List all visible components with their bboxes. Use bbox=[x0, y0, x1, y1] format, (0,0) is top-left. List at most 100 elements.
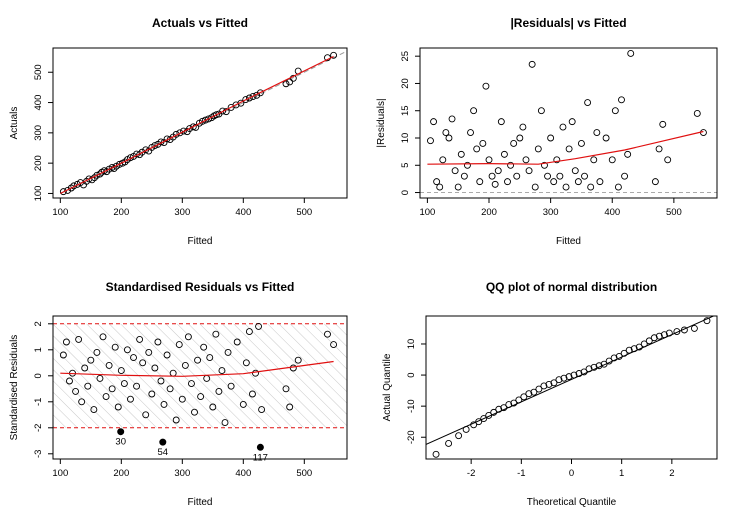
data-point bbox=[93, 348, 101, 356]
y-tick-label: 15 bbox=[400, 105, 411, 116]
panel-qq-plot: QQ plot of normal distribution Theoretica… bbox=[382, 280, 718, 508]
data-point bbox=[593, 129, 601, 136]
data-point bbox=[198, 117, 206, 125]
data-point bbox=[166, 385, 174, 393]
data-point bbox=[212, 330, 220, 338]
y-axis-label: |Residuals| bbox=[376, 98, 387, 147]
y-tick-label: 0 bbox=[406, 372, 417, 377]
x-tick-label: 100 bbox=[52, 468, 68, 479]
data-point bbox=[99, 333, 107, 341]
data-point bbox=[286, 403, 294, 411]
plot-area bbox=[420, 50, 717, 194]
data-point bbox=[587, 183, 595, 191]
data-point bbox=[227, 382, 235, 390]
panel-abs-residuals-vs-fitted: |Residuals| vs Fitted Fitted |Residuals| 10… bbox=[376, 16, 718, 247]
data-point bbox=[81, 364, 89, 372]
x-tick-label: 2 bbox=[669, 468, 674, 479]
data-point bbox=[550, 178, 558, 186]
data-point bbox=[64, 186, 72, 194]
data-point bbox=[630, 345, 638, 353]
chart-title: QQ plot of normal distribution bbox=[486, 280, 657, 294]
data-point bbox=[482, 82, 490, 90]
data-point bbox=[574, 178, 582, 186]
x-tick-label: 300 bbox=[174, 468, 190, 479]
data-point bbox=[522, 156, 530, 164]
data-point bbox=[575, 370, 583, 377]
plot-frame bbox=[52, 47, 348, 199]
data-point bbox=[96, 374, 104, 382]
x-tick-label: 500 bbox=[296, 207, 312, 218]
data-point bbox=[455, 432, 463, 440]
data-point bbox=[445, 440, 453, 447]
data-point bbox=[133, 382, 141, 390]
data-point bbox=[139, 359, 147, 367]
data-point bbox=[467, 129, 474, 136]
data-point bbox=[194, 356, 202, 364]
data-point bbox=[602, 134, 610, 142]
data-point bbox=[108, 385, 116, 393]
data-point bbox=[560, 374, 568, 382]
data-point bbox=[504, 178, 511, 186]
data-point bbox=[571, 167, 579, 175]
data-point bbox=[255, 322, 263, 330]
data-point bbox=[590, 363, 598, 371]
x-tick-label: 100 bbox=[52, 207, 68, 218]
data-point bbox=[624, 150, 632, 158]
data-point bbox=[433, 178, 441, 186]
data-point bbox=[172, 416, 180, 424]
data-point bbox=[497, 118, 505, 126]
data-point bbox=[530, 388, 538, 396]
data-point bbox=[209, 403, 217, 411]
data-point bbox=[513, 172, 521, 180]
data-point bbox=[581, 172, 588, 180]
data-point bbox=[693, 110, 701, 117]
data-point bbox=[105, 361, 113, 369]
y-tick-label: 10 bbox=[406, 339, 417, 350]
data-point bbox=[665, 329, 673, 337]
y-tick-label: -2 bbox=[33, 424, 44, 432]
data-point bbox=[531, 183, 539, 191]
data-point bbox=[651, 178, 659, 186]
data-point bbox=[537, 107, 545, 115]
data-point bbox=[510, 399, 518, 407]
data-point bbox=[200, 343, 208, 351]
data-point bbox=[519, 123, 527, 131]
x-axis-label: Fitted bbox=[556, 236, 581, 247]
data-point bbox=[590, 156, 598, 164]
data-point bbox=[87, 356, 95, 364]
data-point bbox=[224, 348, 232, 356]
data-point bbox=[256, 89, 264, 97]
y-tick-label: 0 bbox=[400, 190, 411, 195]
data-point bbox=[507, 161, 515, 169]
data-point bbox=[640, 340, 648, 348]
data-point bbox=[480, 415, 488, 423]
x-tick-label: 500 bbox=[666, 207, 682, 218]
data-point bbox=[520, 393, 528, 401]
data-point bbox=[90, 406, 98, 414]
data-point bbox=[473, 145, 481, 153]
smooth-trend-line bbox=[60, 360, 334, 377]
data-point bbox=[645, 337, 653, 345]
y-tick-label: 400 bbox=[33, 95, 44, 111]
data-point bbox=[205, 115, 212, 123]
data-point bbox=[650, 334, 658, 342]
y-tick-label: 0 bbox=[33, 373, 44, 378]
data-point bbox=[500, 150, 508, 158]
data-point bbox=[460, 172, 468, 180]
data-point bbox=[249, 93, 257, 100]
y-tick-label: 10 bbox=[400, 133, 411, 144]
data-point bbox=[495, 405, 503, 413]
data-point bbox=[442, 129, 450, 136]
data-point bbox=[206, 354, 214, 362]
data-point bbox=[136, 151, 144, 159]
data-point bbox=[655, 332, 663, 340]
data-point bbox=[660, 331, 668, 339]
data-point bbox=[457, 150, 465, 158]
data-point bbox=[218, 367, 226, 375]
data-point bbox=[324, 330, 331, 338]
data-point bbox=[233, 338, 241, 346]
data-point bbox=[555, 376, 563, 384]
data-point bbox=[488, 172, 496, 180]
data-point bbox=[145, 348, 153, 356]
